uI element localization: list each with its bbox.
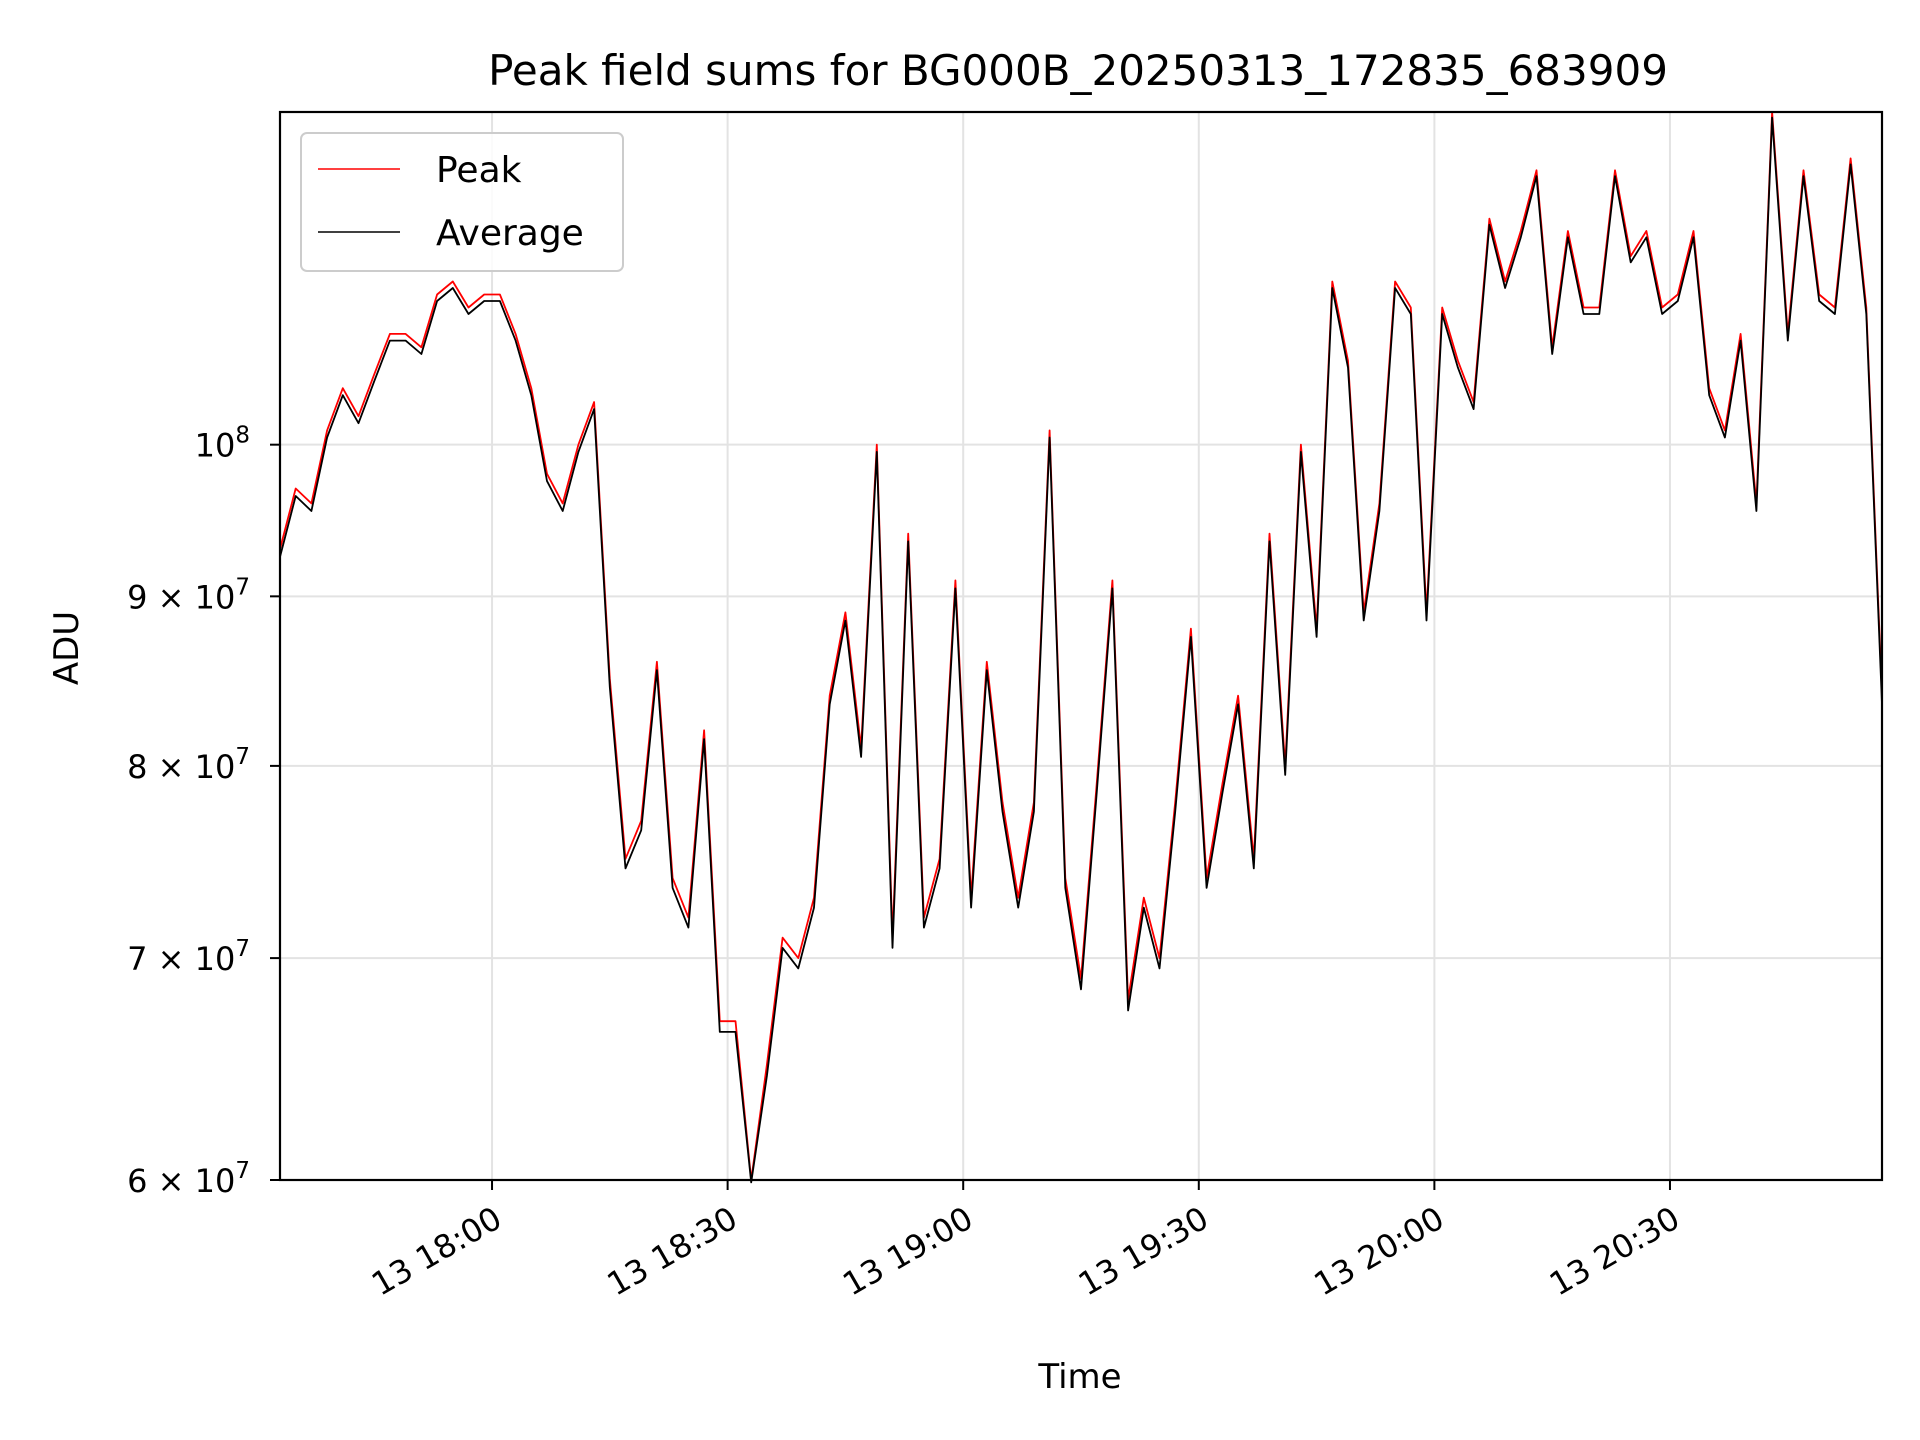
x-axis: 13 18:00 13 18:30 13 19:00 13 19:30 13 20:00… bbox=[365, 1180, 1686, 1303]
plot-series bbox=[279, 111, 1883, 1184]
legend-box bbox=[300, 132, 624, 272]
chart-title: Peak field sums for BG000B_20250313_1728… bbox=[488, 46, 1668, 95]
legend-label-peak: Peak bbox=[436, 150, 522, 191]
legend: Peak Average bbox=[300, 132, 624, 272]
y-tick-label: 8 × 107 bbox=[127, 744, 250, 786]
y-tick-label: 9 × 107 bbox=[127, 574, 250, 616]
x-tick-label: 13 19:30 bbox=[1072, 1199, 1215, 1303]
y-axis: 6 × 107 7 × 107 8 × 107 9 × 107 108 bbox=[127, 423, 280, 1200]
x-tick-label: 13 18:00 bbox=[365, 1199, 508, 1303]
series-line-peak bbox=[279, 111, 1883, 1181]
y-tick-label: 108 bbox=[195, 423, 250, 465]
x-tick-label: 13 20:30 bbox=[1543, 1199, 1686, 1303]
x-tick-label: 13 20:00 bbox=[1307, 1199, 1450, 1303]
x-tick-label: 13 18:30 bbox=[601, 1199, 744, 1303]
x-tick-label: 13 19:00 bbox=[836, 1199, 979, 1303]
series-line-average bbox=[279, 116, 1883, 1184]
grid bbox=[280, 112, 1882, 1181]
x-axis-label: Time bbox=[1037, 1357, 1121, 1397]
y-tick-label: 6 × 107 bbox=[127, 1158, 250, 1200]
y-axis-label: ADU bbox=[47, 611, 87, 685]
y-tick-label: 7 × 107 bbox=[127, 936, 250, 978]
legend-label-average: Average bbox=[436, 213, 584, 254]
plot-frame bbox=[278, 110, 1884, 1182]
